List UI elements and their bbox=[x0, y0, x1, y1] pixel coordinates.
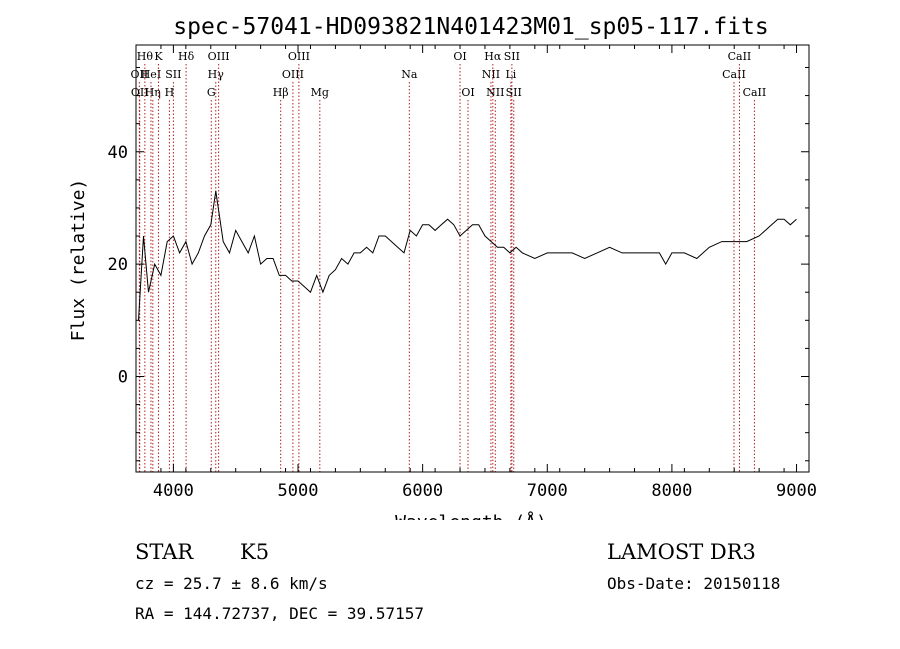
x-tick-label: 5000 bbox=[278, 481, 319, 501]
line-marker-label: G bbox=[207, 86, 216, 99]
coordinates: RA = 144.72737, DEC = 39.57157 bbox=[135, 604, 424, 623]
line-marker-label: Na bbox=[401, 68, 418, 81]
line-marker-label: Hη bbox=[145, 86, 161, 99]
line-marker-label: OI bbox=[461, 86, 474, 99]
line-marker-label: NII bbox=[486, 86, 504, 99]
line-markers: OII OII Hθ HeI Hη K H SII Hδ G Hγ OIII Hβ OIII OIII Mg N… bbox=[131, 50, 767, 472]
observation-date: Obs-Date: 20150118 bbox=[607, 574, 781, 593]
line-marker-label: OIII bbox=[282, 68, 304, 81]
plot-frame bbox=[135, 44, 810, 473]
spectrum-chart: spec-57041-HD093821N401423M01_sp05-117.f… bbox=[68, 14, 817, 520]
x-tick-label: 6000 bbox=[402, 481, 443, 501]
line-marker-label: SII bbox=[504, 50, 520, 63]
y-tick-label: 0 bbox=[118, 367, 128, 387]
line-marker-label: SII bbox=[165, 68, 181, 81]
x-tick-label: 9000 bbox=[776, 481, 817, 501]
line-marker-label: H bbox=[165, 86, 175, 99]
object-subclass: K5 bbox=[240, 540, 270, 564]
line-marker-label: Hβ bbox=[273, 86, 289, 99]
x-tick-label: 7000 bbox=[527, 481, 568, 501]
line-marker-label: OI bbox=[453, 50, 466, 63]
line-marker-label: OII bbox=[131, 86, 149, 99]
object-class: STAR bbox=[135, 540, 194, 564]
line-marker-label: HeI bbox=[141, 68, 161, 81]
line-marker-label: K bbox=[154, 50, 163, 63]
y-tick-label: 20 bbox=[108, 255, 128, 275]
x-tick-label: 4000 bbox=[153, 481, 194, 501]
line-marker-label: OIII bbox=[208, 50, 230, 63]
y-axis-ticks: 0 20 40 bbox=[108, 66, 809, 462]
line-marker-label: NII bbox=[482, 68, 500, 81]
y-axis-label: Flux (relative) bbox=[68, 179, 89, 342]
line-marker-label: Hγ bbox=[208, 68, 225, 81]
line-marker-label: Hθ bbox=[137, 50, 154, 63]
line-marker-label: SII bbox=[506, 86, 522, 99]
line-marker-label: Mg bbox=[311, 86, 329, 99]
spectrum-line bbox=[138, 191, 797, 321]
x-axis-label: Wavelength (Å) bbox=[395, 511, 547, 520]
line-marker-label: Hδ bbox=[178, 50, 195, 63]
redshift-velocity: cz = 25.7 ± 8.6 km/s bbox=[135, 574, 328, 593]
line-marker-label: OIII bbox=[288, 50, 310, 63]
chart-title: spec-57041-HD093821N401423M01_sp05-117.f… bbox=[173, 14, 768, 40]
survey-name: LAMOST DR3 bbox=[607, 540, 756, 564]
line-marker-label: CaII bbox=[722, 68, 746, 81]
x-axis-ticks: 4000 5000 6000 7000 8000 9000 bbox=[135, 45, 817, 501]
x-tick-label: 8000 bbox=[651, 481, 692, 501]
line-marker-label: OII bbox=[131, 68, 149, 81]
y-tick-label: 40 bbox=[108, 143, 128, 163]
line-marker-label: CaII bbox=[728, 50, 752, 63]
line-marker-label: CaII bbox=[743, 86, 767, 99]
line-marker-label: Hα bbox=[484, 50, 502, 63]
line-marker-label: Li bbox=[505, 68, 516, 81]
